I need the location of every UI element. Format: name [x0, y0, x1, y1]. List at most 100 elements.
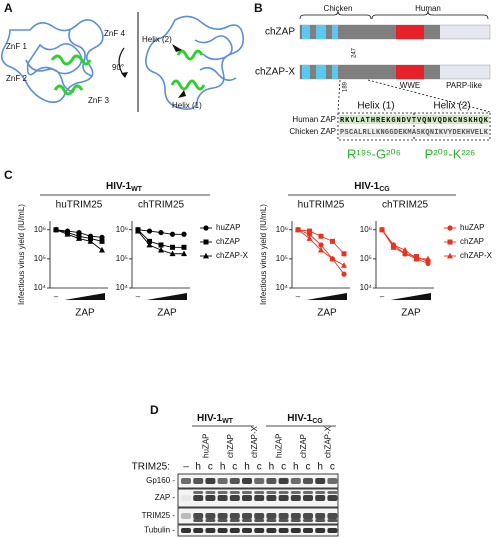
domain-label: WWE [400, 81, 420, 90]
lane-label: h [293, 462, 299, 473]
helix-box [413, 112, 491, 141]
structure-label: Helix (2) [142, 35, 172, 44]
point [76, 235, 82, 241]
point [413, 255, 420, 262]
dose-wedge [146, 293, 187, 300]
band [229, 519, 240, 522]
band [290, 478, 301, 484]
band [229, 495, 240, 501]
dose-wedge [64, 293, 105, 300]
band [205, 478, 216, 484]
band [229, 478, 240, 484]
construct-label: chZAP-X [255, 67, 295, 78]
chart-title: chTRIM25 [138, 200, 185, 211]
band [315, 513, 326, 519]
panel-letter: A [4, 1, 13, 15]
band [181, 495, 191, 501]
band [303, 513, 313, 519]
structure-label: ZnF 4 [104, 29, 125, 38]
band [229, 491, 240, 494]
point [307, 228, 312, 234]
point [135, 227, 141, 234]
point [341, 262, 347, 268]
legend-marker [203, 225, 209, 231]
band [290, 513, 301, 519]
point [64, 231, 71, 237]
point [99, 246, 105, 253]
zoom-line [367, 79, 491, 113]
y-tick-label: 10⁵ [360, 254, 372, 263]
band [278, 491, 289, 494]
band [278, 519, 289, 522]
helix-right [170, 49, 206, 91]
band [229, 528, 240, 533]
blot-label: ZAP - [155, 493, 176, 502]
legend-marker [203, 239, 209, 245]
band [205, 495, 216, 501]
legend-label: chZAP-X [216, 251, 249, 260]
x-tick-label: – [136, 292, 141, 301]
x-axis-label: ZAP [157, 308, 177, 319]
band [242, 513, 252, 519]
x-tick-label: – [296, 292, 301, 301]
y-tick-label: 10⁴ [360, 283, 373, 292]
y-tick-label: 10⁶ [276, 225, 288, 234]
point [99, 238, 105, 244]
lane-group-label: chZAP [226, 434, 235, 458]
legend-label: chZAP-X [460, 251, 493, 260]
band [327, 519, 338, 522]
legend-marker [447, 252, 453, 259]
band [229, 513, 240, 519]
band [303, 495, 313, 501]
lane-label: h [244, 462, 250, 473]
band [193, 478, 204, 484]
y-tick-label: 10⁴ [116, 283, 129, 292]
point [181, 250, 187, 257]
y-tick-label: 10⁶ [360, 225, 372, 234]
helix-arrow [178, 90, 186, 98]
helix-label: Helix (1) [357, 101, 394, 112]
band [242, 478, 252, 484]
point [318, 242, 324, 248]
lane-label: c [208, 462, 213, 473]
sequence-name: Human ZAP [292, 115, 336, 124]
point [99, 234, 105, 240]
point [425, 255, 431, 262]
band [217, 519, 228, 522]
group-title: HIV-1WT [197, 413, 234, 425]
helix-arrow [172, 44, 182, 52]
band [254, 478, 265, 484]
construct-label: chZAP [265, 27, 295, 38]
lane-group-label: huZAP [201, 434, 210, 458]
band [217, 528, 228, 533]
point [170, 244, 175, 250]
band [327, 513, 338, 519]
band [242, 495, 252, 501]
band [217, 478, 228, 484]
brace [371, 10, 489, 20]
structure-label: ZnF 3 [88, 96, 109, 105]
band [205, 528, 216, 533]
structure-label: ZnF 1 [6, 42, 27, 51]
band [254, 528, 265, 533]
species-label: Human [415, 4, 441, 13]
band [327, 528, 338, 533]
point [181, 244, 187, 250]
band [290, 528, 301, 533]
point [147, 238, 152, 244]
band [303, 491, 313, 494]
x-tick-label: – [380, 292, 385, 301]
legend-marker [447, 225, 453, 231]
lane-group-label: chZAP-X [250, 425, 259, 458]
x-axis-label: ZAP [401, 308, 421, 319]
domain-bar [299, 24, 491, 40]
point [330, 238, 335, 244]
point [53, 226, 59, 233]
structure-right [145, 15, 245, 110]
band [315, 478, 326, 484]
y-axis-label: Infectious virus yield (IU/mL) [259, 204, 268, 305]
lane-label: h [220, 462, 226, 473]
blot-label: Gp160 - [146, 476, 175, 485]
y-axis-label: Infectious virus yield (IU/mL) [17, 204, 26, 305]
band [327, 495, 338, 501]
